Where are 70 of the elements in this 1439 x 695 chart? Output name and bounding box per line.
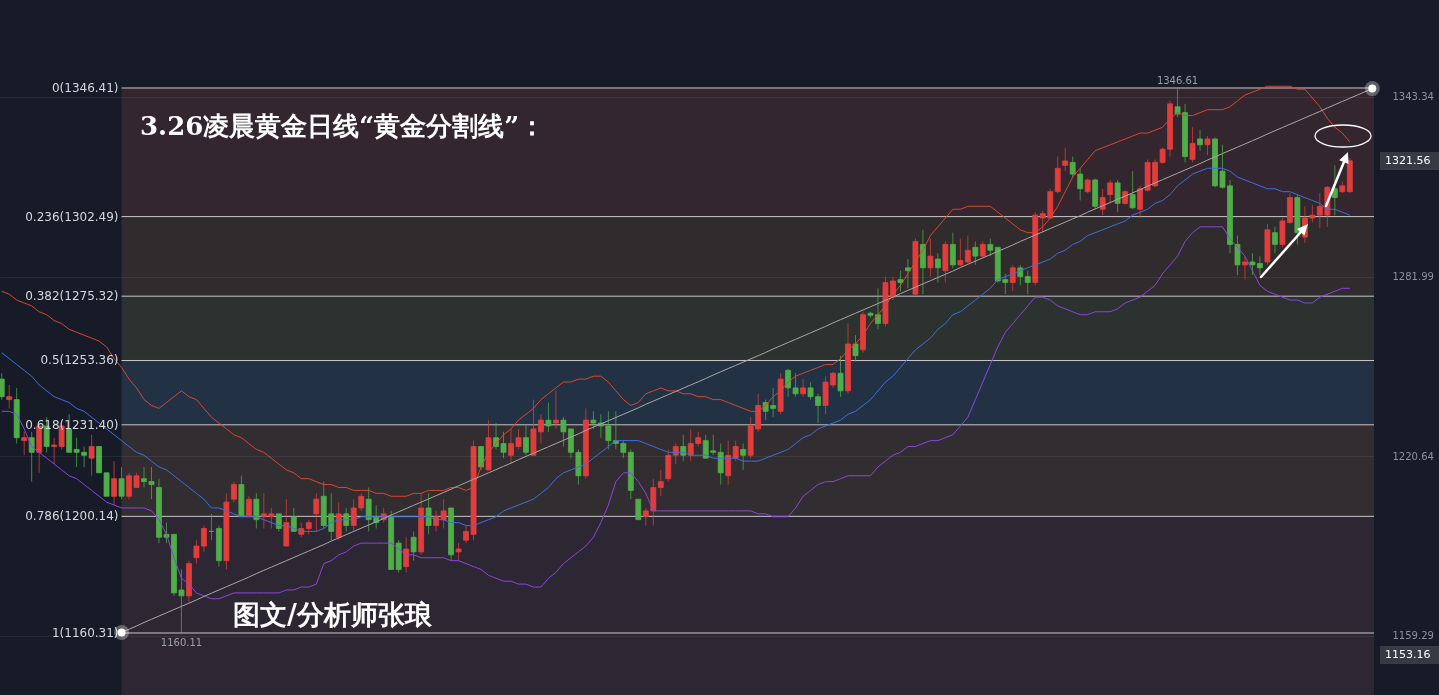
candlestick [1077,167,1084,201]
candlestick [403,536,410,573]
candlestick [313,492,320,532]
candlestick [553,390,559,430]
candlestick [1204,135,1211,156]
candlestick [1062,147,1069,172]
candlestick [523,425,529,456]
ref-line-label: 0.236(1302.49) [25,209,119,224]
candlestick [545,402,552,433]
candlestick [680,434,687,462]
candlestick [635,498,642,521]
candlestick [1107,179,1114,204]
candlestick [927,238,934,278]
y-tick-label: 1343.34 [1392,91,1434,103]
annotation: 1160.11 [160,636,203,648]
candlestick [1054,156,1061,194]
candlestick [478,445,484,471]
candlestick [949,232,956,269]
candlestick [657,469,664,497]
candlestick [1009,264,1016,292]
candlestick [1272,226,1278,254]
candlestick [1242,255,1248,281]
annotation: 1346.61 [1156,75,1199,87]
text: 3.26凌晨黄金日线“黄金分割线”： [140,111,546,141]
candlestick [920,229,926,295]
candlestick [1099,188,1106,216]
candlestick [425,492,432,535]
candlestick [1197,129,1203,152]
candlestick [118,466,125,500]
candlestick [1024,270,1031,295]
candlestick [1129,170,1136,210]
annotation: 图文/分析师张琅 [233,599,433,630]
candlestick [837,355,844,398]
y-tick-label: 1281.99 [1392,271,1434,283]
candlestick [283,498,290,547]
candlestick [1114,179,1121,213]
candlestick [253,492,260,529]
candlestick [1189,126,1196,163]
y-tick-label: 1220.64 [1392,450,1434,462]
candlestick [6,384,13,409]
candlestick [972,240,979,266]
candlestick [111,460,117,506]
candlestick [897,270,904,292]
candlestick [725,440,732,486]
candlestick [800,378,806,398]
ref-line-label: 1(1160.31) [51,626,119,640]
candlestick [717,443,724,486]
candlestick [335,501,342,541]
candlestick [732,440,739,462]
ref-line-label: 0.5(1253.36) [40,353,119,368]
candlestick [21,431,28,456]
candlestick [1331,164,1338,216]
y-tick-label: 1159.29 [1392,630,1434,642]
candlestick [0,372,5,401]
text: 1321.56 [1385,154,1431,167]
candlestick [410,530,417,562]
candlestick [905,258,911,289]
candlestick [1234,235,1241,276]
candlestick [665,448,672,483]
candlestick [230,481,237,503]
candlestick [740,443,747,471]
ref-line-label: 0(1346.41) [51,80,119,95]
candlestick [88,434,95,477]
text: 1153.16 [1385,648,1431,661]
candlestick [852,334,859,363]
candlestick [1069,156,1076,178]
candlestick [934,252,941,283]
ref-line-label: 0.382(1275.32) [25,289,119,304]
ref-line-label: 0.786(1200.14) [25,509,119,524]
line-series [1,226,1351,600]
